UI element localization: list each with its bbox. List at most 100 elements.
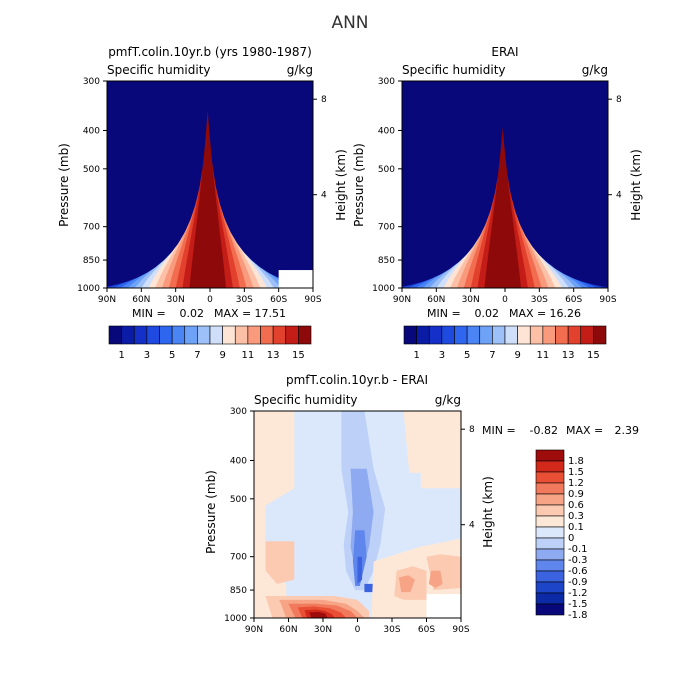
contour-level xyxy=(398,575,415,593)
colorbar-swatch xyxy=(171,325,186,345)
colorbar-label: 0 xyxy=(568,533,574,544)
y2-tick-label: 4 xyxy=(616,191,622,201)
y-tick-label: 850 xyxy=(83,256,100,266)
colorbar-label: 0.6 xyxy=(568,500,584,511)
panel-obs-units: g/kg xyxy=(582,63,608,77)
colorbar-swatch xyxy=(479,325,493,345)
colorbar-swatch xyxy=(209,325,223,345)
panel-diff-y2-axis: 84 xyxy=(461,425,475,531)
panel-obs-title: ERAI xyxy=(491,45,518,59)
colorbar-label: 13 xyxy=(562,350,575,361)
panel-obs-y-label: Pressure (mb) xyxy=(352,143,366,227)
colorbar-swatch xyxy=(535,449,565,462)
y-tick-label: 400 xyxy=(83,126,100,136)
x-tick-label: 0 xyxy=(207,295,213,305)
colorbar-swatch xyxy=(133,325,148,345)
colorbar-swatch xyxy=(428,325,443,345)
panel-obs-colorbar: 1 3 5 7 9 11 13 15 xyxy=(403,325,607,361)
colorbar-swatch xyxy=(535,471,565,484)
y2-tick-label: 8 xyxy=(469,425,475,435)
colorbar-swatch xyxy=(555,325,569,345)
colorbar-label: 0.1 xyxy=(568,522,584,533)
colorbar-swatch xyxy=(403,325,417,345)
missing-data-mask xyxy=(278,270,313,288)
colorbar-label: 3 xyxy=(439,350,445,361)
colorbar-swatch xyxy=(222,325,236,345)
panel-diff-title: pmfT.colin.10yr.b - ERAI xyxy=(286,373,428,387)
colorbar-label: 13 xyxy=(267,350,280,361)
y-tick-label: 500 xyxy=(230,495,247,505)
x-tick-label: 90N xyxy=(393,295,411,305)
colorbar-swatch xyxy=(454,325,468,345)
x-tick-label: 30N xyxy=(314,625,332,635)
colorbar-swatch xyxy=(535,537,565,550)
colorbar-swatch xyxy=(441,325,455,345)
contour-level xyxy=(403,411,461,489)
panel-obs-variable: Specific humidity xyxy=(402,63,506,77)
y-tick-label: 400 xyxy=(378,126,395,136)
colorbar-label: 15 xyxy=(587,350,600,361)
x-tick-label: 30N xyxy=(167,295,185,305)
x-tick-label: 0 xyxy=(355,625,361,635)
colorbar-swatch xyxy=(146,325,160,345)
y-tick-label: 1000 xyxy=(224,614,247,624)
contour-level xyxy=(254,411,295,618)
colorbar-label: -1.8 xyxy=(568,610,588,621)
y-tick-label: 700 xyxy=(230,553,247,563)
panel-model-min-label: MIN = xyxy=(132,307,166,320)
colorbar-swatch xyxy=(535,504,565,517)
colorbar-swatch xyxy=(517,325,531,345)
panel-model-max-label: MAX = xyxy=(214,307,251,320)
panel-model-y-label: Pressure (mb) xyxy=(57,143,71,227)
colorbar-label: 0.9 xyxy=(568,489,584,500)
y2-tick-label: 4 xyxy=(321,191,327,201)
panel-model-y2-axis: 84 xyxy=(313,95,327,201)
colorbar-label: -0.1 xyxy=(568,544,588,555)
contour-level xyxy=(484,127,521,288)
x-tick-label: 60S xyxy=(418,625,435,635)
panel-obs-max-value: 16.26 xyxy=(550,307,582,320)
x-tick-label: 30S xyxy=(531,295,548,305)
colorbar-swatch xyxy=(535,493,565,506)
colorbar-swatch xyxy=(159,325,173,345)
x-tick-label: 60N xyxy=(427,295,445,305)
panel-model-colorbar: 1 3 5 7 9 11 13 15 xyxy=(108,325,312,361)
colorbar-swatch xyxy=(285,325,299,345)
colorbar-swatch xyxy=(535,570,565,583)
x-tick-label: 60N xyxy=(132,295,150,305)
panel-diff-x-axis: 90N 60N 30N 0 30S 60S 90S xyxy=(245,618,470,635)
colorbar-swatch xyxy=(197,325,211,345)
colorbar-label: 11 xyxy=(242,350,255,361)
colorbar-swatch xyxy=(529,325,544,345)
x-tick-label: 90N xyxy=(245,625,263,635)
colorbar-swatch xyxy=(567,325,582,345)
colorbar-swatch xyxy=(121,325,135,345)
y-tick-label: 300 xyxy=(230,407,247,417)
panel-obs-field xyxy=(402,81,608,288)
colorbar-swatch xyxy=(535,548,565,561)
x-tick-label: 0 xyxy=(502,295,508,305)
x-tick-label: 90N xyxy=(98,295,116,305)
colorbar-label: 5 xyxy=(464,350,470,361)
panel-obs-max-label: MAX = xyxy=(509,307,546,320)
y-tick-label: 1000 xyxy=(77,284,100,294)
panel-diff-y-axis: 300 400 500 700 850 1000 xyxy=(224,407,254,624)
panel-model-variable: Specific humidity xyxy=(107,63,211,77)
colorbar-swatch xyxy=(535,559,565,572)
panel-model-x-axis: 90N 60N 30N 0 30S 60S 90S xyxy=(98,288,322,305)
colorbar-label: 7 xyxy=(489,350,495,361)
colorbar-label: 0.3 xyxy=(568,511,584,522)
y-tick-label: 300 xyxy=(83,77,100,87)
y-tick-label: 700 xyxy=(378,223,395,233)
colorbar-label: 9 xyxy=(219,350,225,361)
contour-level xyxy=(428,570,443,588)
colorbar-swatch xyxy=(298,325,312,345)
colorbar-label: 1 xyxy=(413,350,419,361)
colorbar-swatch xyxy=(108,325,122,345)
colorbar-swatch xyxy=(535,592,565,605)
panel-diff-variable: Specific humidity xyxy=(254,393,358,407)
contour-level xyxy=(309,611,328,618)
panel-model-units: g/kg xyxy=(287,63,313,77)
contour-level xyxy=(357,556,363,584)
y-tick-label: 1000 xyxy=(372,284,395,294)
